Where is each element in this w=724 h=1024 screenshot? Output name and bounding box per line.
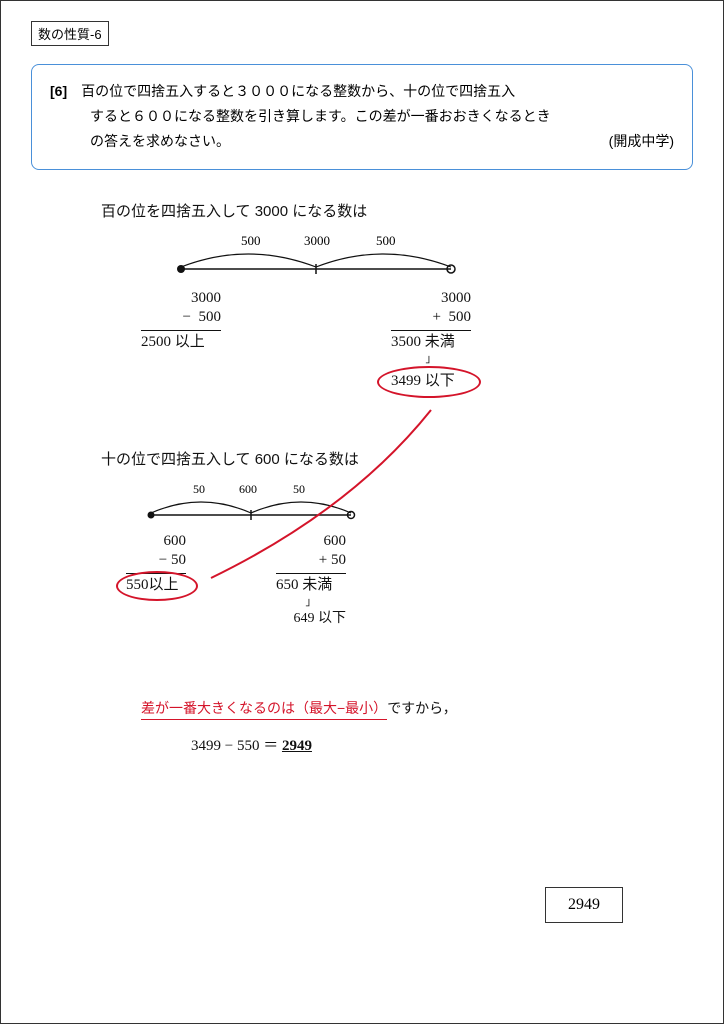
calc-right-1: 3000 + 500 3500 未満 」 3499 以下 [391,289,471,392]
red-conclusion: 差が一番大きくなるのは（最大−最小）ですから， [141,698,693,720]
page: 数の性質-6 [6] 百の位で四捨五入すると３０００になる整数から、十の位で四捨五… [0,0,724,1024]
svg-text:50: 50 [193,482,205,496]
calc-row-1: 3000 − 500 2500 以上 3000 + 500 3500 未満 」 … [141,289,693,392]
calc-op: − [159,552,167,568]
problem-text-3: の答えを求めなさい。 [90,133,230,149]
calc-left-2: 600 − 50 550以上 [126,532,186,628]
red-circle-icon [116,571,198,601]
calc-value: 3000 [141,289,221,309]
svg-text:50: 50 [293,482,305,496]
final-expr: 3499 − 550 ＝ [191,738,282,754]
calc-value: 3000 [391,289,471,309]
calc-op: + [319,552,327,568]
red-circle-icon [377,366,481,398]
calc-op: − [183,309,191,325]
calc-value: 50 [331,552,346,568]
svg-text:500: 500 [241,233,261,248]
calc-value: 500 [449,309,472,325]
header-tag: 数の性質-6 [31,21,109,46]
problem-school: (開成中学) [609,129,674,154]
calc-note: 」 [276,595,346,609]
svg-text:3000: 3000 [304,233,330,248]
answer-box: 2949 [545,887,623,923]
calc-result: 3500 未満 [391,333,471,353]
svg-text:600: 600 [239,482,257,496]
final-equation: 3499 − 550 ＝ 2949 [191,734,693,755]
calc-value: 600 [126,532,186,552]
red-tail: ですから， [387,700,457,716]
calc-left-1: 3000 − 500 2500 以上 [141,289,221,392]
calc-op: + [433,309,441,325]
final-answer: 2949 [282,738,312,754]
calc-value: 50 [171,552,186,568]
calc-row-2: 600 − 50 550以上 600 + 50 650 未満 」 649 以下 [126,532,693,628]
calc-below: 649 以下 [286,610,346,628]
problem-text-1: 百の位で四捨五入すると３０００になる整数から、十の位で四捨五入 [81,83,515,99]
svg-text:500: 500 [376,233,396,248]
calc-result: 650 未満 [276,576,346,596]
calc-result: 2500 以上 [141,333,221,353]
problem-box: [6] 百の位で四捨五入すると３０００になる整数から、十の位で四捨五入 すると６０… [31,64,693,170]
red-sentence: 差が一番大きくなるのは（最大−最小） [141,698,387,720]
work-heading-2: 十の位で四捨五入して 600 になる数は [101,448,693,469]
problem-number: [6] [50,83,67,99]
problem-text-2: すると６００になる整数を引き算します。この差が一番おおきくなるとき [90,108,551,124]
calc-value: 500 [199,309,222,325]
number-line-diagram-2: 50 600 50 [131,477,431,532]
work-heading-1: 百の位を四捨五入して 3000 になる数は [101,200,693,221]
calc-right-2: 600 + 50 650 未満 」 649 以下 [276,532,346,628]
calc-note: 」 [391,352,471,366]
work-area: 百の位を四捨五入して 3000 になる数は 500 3000 500 3000 … [31,200,693,755]
calc-value: 600 [276,532,346,552]
number-line-diagram-1: 500 3000 500 [151,229,551,289]
